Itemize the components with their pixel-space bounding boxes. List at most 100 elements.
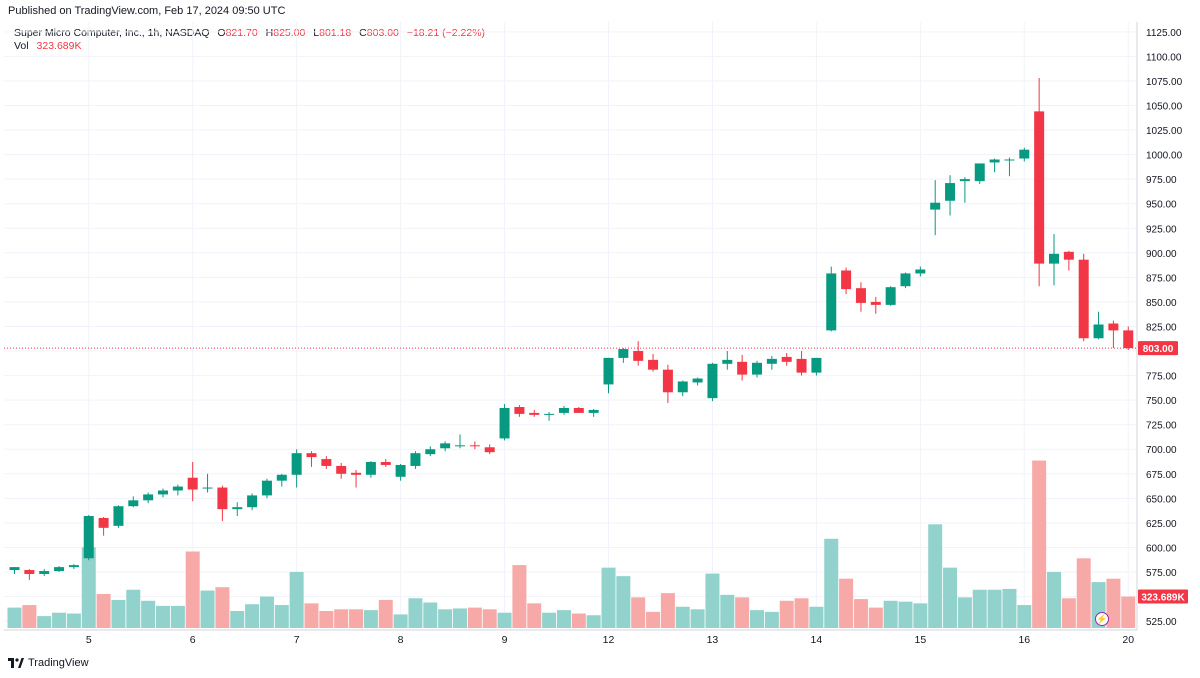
volume-bar <box>646 611 661 628</box>
last-volume-badge <box>1138 589 1188 604</box>
volume-bar <box>675 606 690 628</box>
candle-body <box>677 381 688 393</box>
candle-body <box>900 273 911 287</box>
y-tick-label: 875.00 <box>1146 273 1177 284</box>
open-label: O <box>217 27 226 39</box>
lightning-icon[interactable]: ⚡ <box>1095 612 1109 626</box>
published-caption: Published on TradingView.com, Feb 17, 20… <box>8 5 286 17</box>
last-price-badge <box>1138 341 1178 356</box>
candle-body <box>766 358 777 364</box>
change-value: −18.21 (−2.22%) <box>406 27 486 39</box>
volume-bar <box>853 599 868 628</box>
y-tick-label: 925.00 <box>1146 224 1177 235</box>
y-tick-label: 725.00 <box>1146 421 1177 432</box>
candle-body <box>974 163 985 182</box>
candle-body <box>529 412 540 415</box>
volume-bar <box>334 609 349 628</box>
y-tick-label: 950.00 <box>1146 200 1177 211</box>
volume-bar <box>156 605 170 628</box>
last-volume-label: 323.689K <box>1141 593 1185 604</box>
y-tick-label: 900.00 <box>1146 249 1177 260</box>
candle-body <box>202 487 213 489</box>
volume-bar <box>170 605 185 628</box>
candle-body <box>692 378 703 383</box>
volume-bar <box>1121 596 1136 628</box>
candle-body <box>68 565 79 568</box>
volume-bar <box>245 604 260 628</box>
candle-body <box>841 270 852 290</box>
candle-body <box>380 462 391 465</box>
candle-body <box>1004 159 1015 161</box>
y-tick-label: 1050.00 <box>1146 101 1183 112</box>
symbol-label: Super Micro Computer, Inc., 1h, NASDAQ <box>14 27 210 39</box>
volume-bar <box>7 607 22 628</box>
x-tick-label: 5 <box>86 634 92 646</box>
candle-body <box>172 486 183 491</box>
candle-body <box>306 453 317 458</box>
candle-body <box>54 567 65 572</box>
candle-body <box>98 517 109 528</box>
chart-legend: Super Micro Computer, Inc., 1h, NASDAQ O… <box>14 27 485 53</box>
volume-bar <box>1047 571 1061 628</box>
candle-body <box>662 369 673 393</box>
y-tick-label: 525.00 <box>1146 617 1177 628</box>
candle-body <box>395 464 406 477</box>
candle-body <box>321 459 332 466</box>
candle-body <box>826 273 837 331</box>
volume-bar <box>972 589 987 628</box>
volume-bar <box>230 611 245 628</box>
candle-body <box>558 407 569 413</box>
volume-bar <box>96 594 111 628</box>
volume-bar <box>319 611 334 628</box>
candle-body <box>1063 251 1074 260</box>
volume-bar <box>141 600 156 628</box>
volume-bar <box>750 610 764 628</box>
volume-bar <box>408 598 423 628</box>
candle-body <box>855 288 866 303</box>
candle-body <box>737 361 748 375</box>
volume-bar <box>660 593 675 628</box>
last-price-label: 803.00 <box>1143 344 1174 355</box>
x-tick-label: 12 <box>603 634 615 646</box>
tradingview-brand: TradingView <box>28 657 89 669</box>
candle-body <box>158 490 168 495</box>
candle-body <box>618 349 629 358</box>
volume-bar <box>185 551 200 628</box>
volume-bar <box>497 612 512 628</box>
y-tick-label: 1125.00 <box>1146 28 1182 39</box>
candle-body <box>365 462 376 475</box>
volume-bar <box>527 603 542 628</box>
x-tick-label: 6 <box>190 634 196 646</box>
y-tick-label: 975.00 <box>1146 175 1177 186</box>
volume-bar <box>556 610 571 628</box>
candle-body <box>143 494 154 501</box>
candle-body <box>217 487 228 510</box>
candle-body <box>707 363 718 399</box>
volume-bar <box>616 576 631 628</box>
candle-body <box>1034 111 1045 264</box>
volume-bar <box>987 589 1002 628</box>
volume-bar <box>349 609 364 628</box>
volume-bar <box>259 596 274 628</box>
candle-body <box>1049 253 1059 264</box>
volume-bar <box>913 603 928 628</box>
candle-body <box>870 301 881 305</box>
candle-body <box>440 443 451 449</box>
high-label: H <box>265 27 274 39</box>
candle-body <box>425 449 436 455</box>
y-tick-label: 850.00 <box>1146 298 1177 309</box>
volume-bar <box>764 611 779 628</box>
volume-bar <box>1032 460 1047 628</box>
candle-body <box>1078 259 1089 339</box>
close-value: 803.00 <box>366 27 399 39</box>
x-tick-label: 9 <box>502 634 508 646</box>
volume-bar <box>126 589 141 628</box>
y-tick-label: 700.00 <box>1146 445 1177 456</box>
low-label: L <box>313 27 320 39</box>
candle-body <box>811 357 822 373</box>
candle-body <box>588 409 599 413</box>
open-value: 821.70 <box>225 27 258 39</box>
candle-body <box>39 571 50 574</box>
candle-body <box>885 287 896 305</box>
